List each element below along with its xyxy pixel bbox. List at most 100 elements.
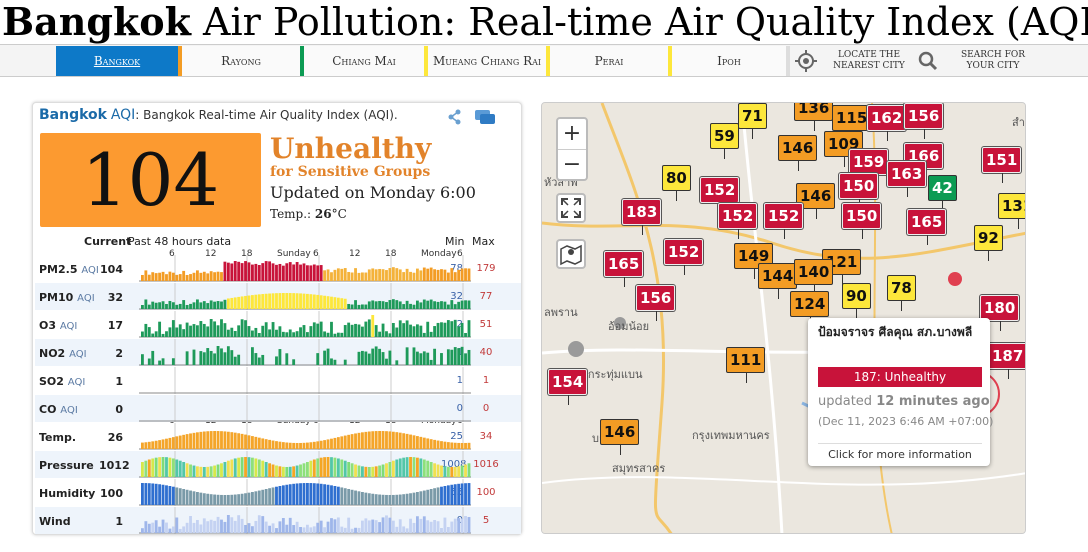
station-marker[interactable]: 42 bbox=[928, 175, 957, 211]
station-marker[interactable]: 154 bbox=[548, 369, 588, 405]
station-popup[interactable]: ป้อมจราจร ศีลคุณ สภ.บางพลี 187: Unhealth… bbox=[808, 318, 993, 466]
station-marker[interactable]: 152 bbox=[764, 203, 804, 239]
station-marker[interactable]: 78 bbox=[887, 275, 916, 311]
station-marker[interactable]: 149 bbox=[734, 243, 774, 279]
locate-nearest-city-button[interactable]: Locate the nearest city bbox=[833, 50, 905, 71]
history-bar bbox=[405, 493, 409, 505]
history-bar bbox=[367, 301, 371, 309]
history-bar bbox=[182, 462, 186, 477]
time-tick-top: 18 bbox=[385, 249, 397, 259]
station-marker[interactable]: 163 bbox=[887, 161, 927, 197]
zoom-out-button[interactable]: − bbox=[558, 149, 586, 179]
station-marker[interactable]: 92 bbox=[974, 225, 1003, 261]
station-marker[interactable]: 115 bbox=[832, 105, 872, 141]
history-bar bbox=[158, 321, 162, 337]
tab-mueang-chiang-rai[interactable]: Mueang Chiang Rai bbox=[428, 46, 550, 76]
station-marker[interactable]: 80 bbox=[662, 165, 691, 201]
share-icon[interactable] bbox=[448, 109, 462, 125]
history-bar bbox=[209, 300, 213, 309]
history-bar bbox=[446, 466, 450, 477]
search-city-button[interactable]: Search for your city bbox=[960, 50, 1025, 71]
history-chart bbox=[139, 255, 471, 282]
history-bar bbox=[391, 431, 395, 449]
history-bar bbox=[347, 303, 351, 309]
station-marker[interactable]: 144 bbox=[758, 263, 798, 299]
station-marker[interactable]: 165 bbox=[604, 251, 644, 287]
tab-ipoh[interactable]: Ipoh bbox=[672, 46, 790, 76]
panel-city[interactable]: Bangkok bbox=[39, 107, 107, 123]
history-bar bbox=[230, 350, 234, 365]
station-marker[interactable]: 162 bbox=[867, 105, 907, 141]
station-marker[interactable]: 59 bbox=[710, 123, 739, 159]
station-marker[interactable]: 151 bbox=[982, 147, 1022, 183]
station-marker[interactable]: 136 bbox=[794, 103, 834, 131]
history-bar bbox=[288, 293, 292, 309]
history-bar bbox=[288, 517, 292, 533]
history-bar bbox=[391, 460, 395, 477]
history-bar bbox=[299, 527, 302, 533]
tab-bangkok[interactable]: Bangkok bbox=[56, 46, 182, 76]
station-marker[interactable]: 111 bbox=[726, 347, 766, 383]
history-bar bbox=[398, 458, 402, 477]
history-chart bbox=[139, 451, 471, 478]
history-bar bbox=[292, 293, 296, 309]
history-bar bbox=[154, 483, 158, 505]
map-layers-button[interactable] bbox=[556, 239, 586, 269]
station-marker[interactable]: 90 bbox=[842, 283, 871, 319]
history-bar bbox=[144, 460, 148, 477]
history-bar bbox=[357, 465, 361, 477]
zoom-in-button[interactable]: + bbox=[562, 121, 582, 146]
station-marker[interactable]: 152 bbox=[664, 239, 704, 275]
history-row-pm10: PM10 AQI 32 32 77 bbox=[35, 283, 521, 310]
station-marker[interactable]: 140 bbox=[794, 259, 834, 295]
station-marker[interactable]: 152 bbox=[718, 203, 758, 239]
history-bar bbox=[151, 350, 155, 365]
station-marker[interactable]: 159 bbox=[849, 149, 889, 185]
history-bar bbox=[330, 457, 333, 477]
station-marker[interactable]: 131 bbox=[998, 193, 1025, 229]
history-bar bbox=[147, 483, 151, 505]
station-marker[interactable]: 146 bbox=[600, 419, 640, 455]
station-marker[interactable]: 146 bbox=[778, 135, 818, 171]
search-icon[interactable] bbox=[916, 49, 940, 73]
history-bar bbox=[244, 295, 247, 309]
history-bar bbox=[220, 431, 223, 449]
station-marker[interactable]: 156 bbox=[904, 103, 944, 139]
tab-rayong[interactable]: Rayong bbox=[182, 46, 304, 76]
history-bar bbox=[271, 487, 275, 505]
history-bar bbox=[261, 489, 265, 505]
tab-perai[interactable]: Perai bbox=[550, 46, 672, 76]
history-bar bbox=[371, 431, 375, 449]
station-marker[interactable]: 156 bbox=[636, 285, 676, 321]
station-marker[interactable]: 183 bbox=[622, 199, 662, 235]
station-marker[interactable]: 71 bbox=[738, 103, 767, 139]
history-bar bbox=[175, 304, 179, 309]
station-marker[interactable]: 150 bbox=[839, 173, 879, 209]
current-value: 1 bbox=[115, 375, 123, 388]
history-bar bbox=[202, 493, 206, 505]
popup-more-link[interactable]: Click for more information bbox=[818, 443, 982, 461]
history-bar bbox=[326, 457, 330, 477]
station-marker[interactable]: 187 bbox=[988, 343, 1025, 379]
history-bar bbox=[402, 457, 406, 477]
fullscreen-button[interactable] bbox=[556, 193, 586, 223]
comments-icon[interactable] bbox=[474, 109, 496, 125]
station-marker[interactable]: 150 bbox=[842, 203, 882, 239]
history-bar bbox=[182, 329, 186, 337]
history-bar bbox=[209, 466, 213, 477]
station-marker[interactable]: 124 bbox=[790, 291, 830, 327]
time-tick-top: Monday bbox=[421, 249, 457, 259]
station-marker[interactable]: 165 bbox=[907, 209, 947, 245]
station-marker[interactable]: 152 bbox=[700, 177, 740, 213]
history-row-so2: SO2 AQI 1 1 1 bbox=[35, 367, 521, 394]
station-marker[interactable]: 180 bbox=[980, 295, 1020, 331]
history-bar bbox=[405, 528, 409, 533]
station-map[interactable]: หัวสาพ อ้อมน้อย ะกระทุ่มแบน กรุงเทพมหานค… bbox=[541, 102, 1026, 534]
tab-chiang-mai[interactable]: Chiang Mai bbox=[304, 46, 428, 76]
locate-icon[interactable] bbox=[794, 49, 818, 73]
history-bar bbox=[309, 294, 313, 309]
history-bar bbox=[457, 466, 461, 477]
history-bar bbox=[254, 353, 258, 365]
history-bar bbox=[374, 431, 378, 449]
history-bar bbox=[251, 347, 254, 365]
